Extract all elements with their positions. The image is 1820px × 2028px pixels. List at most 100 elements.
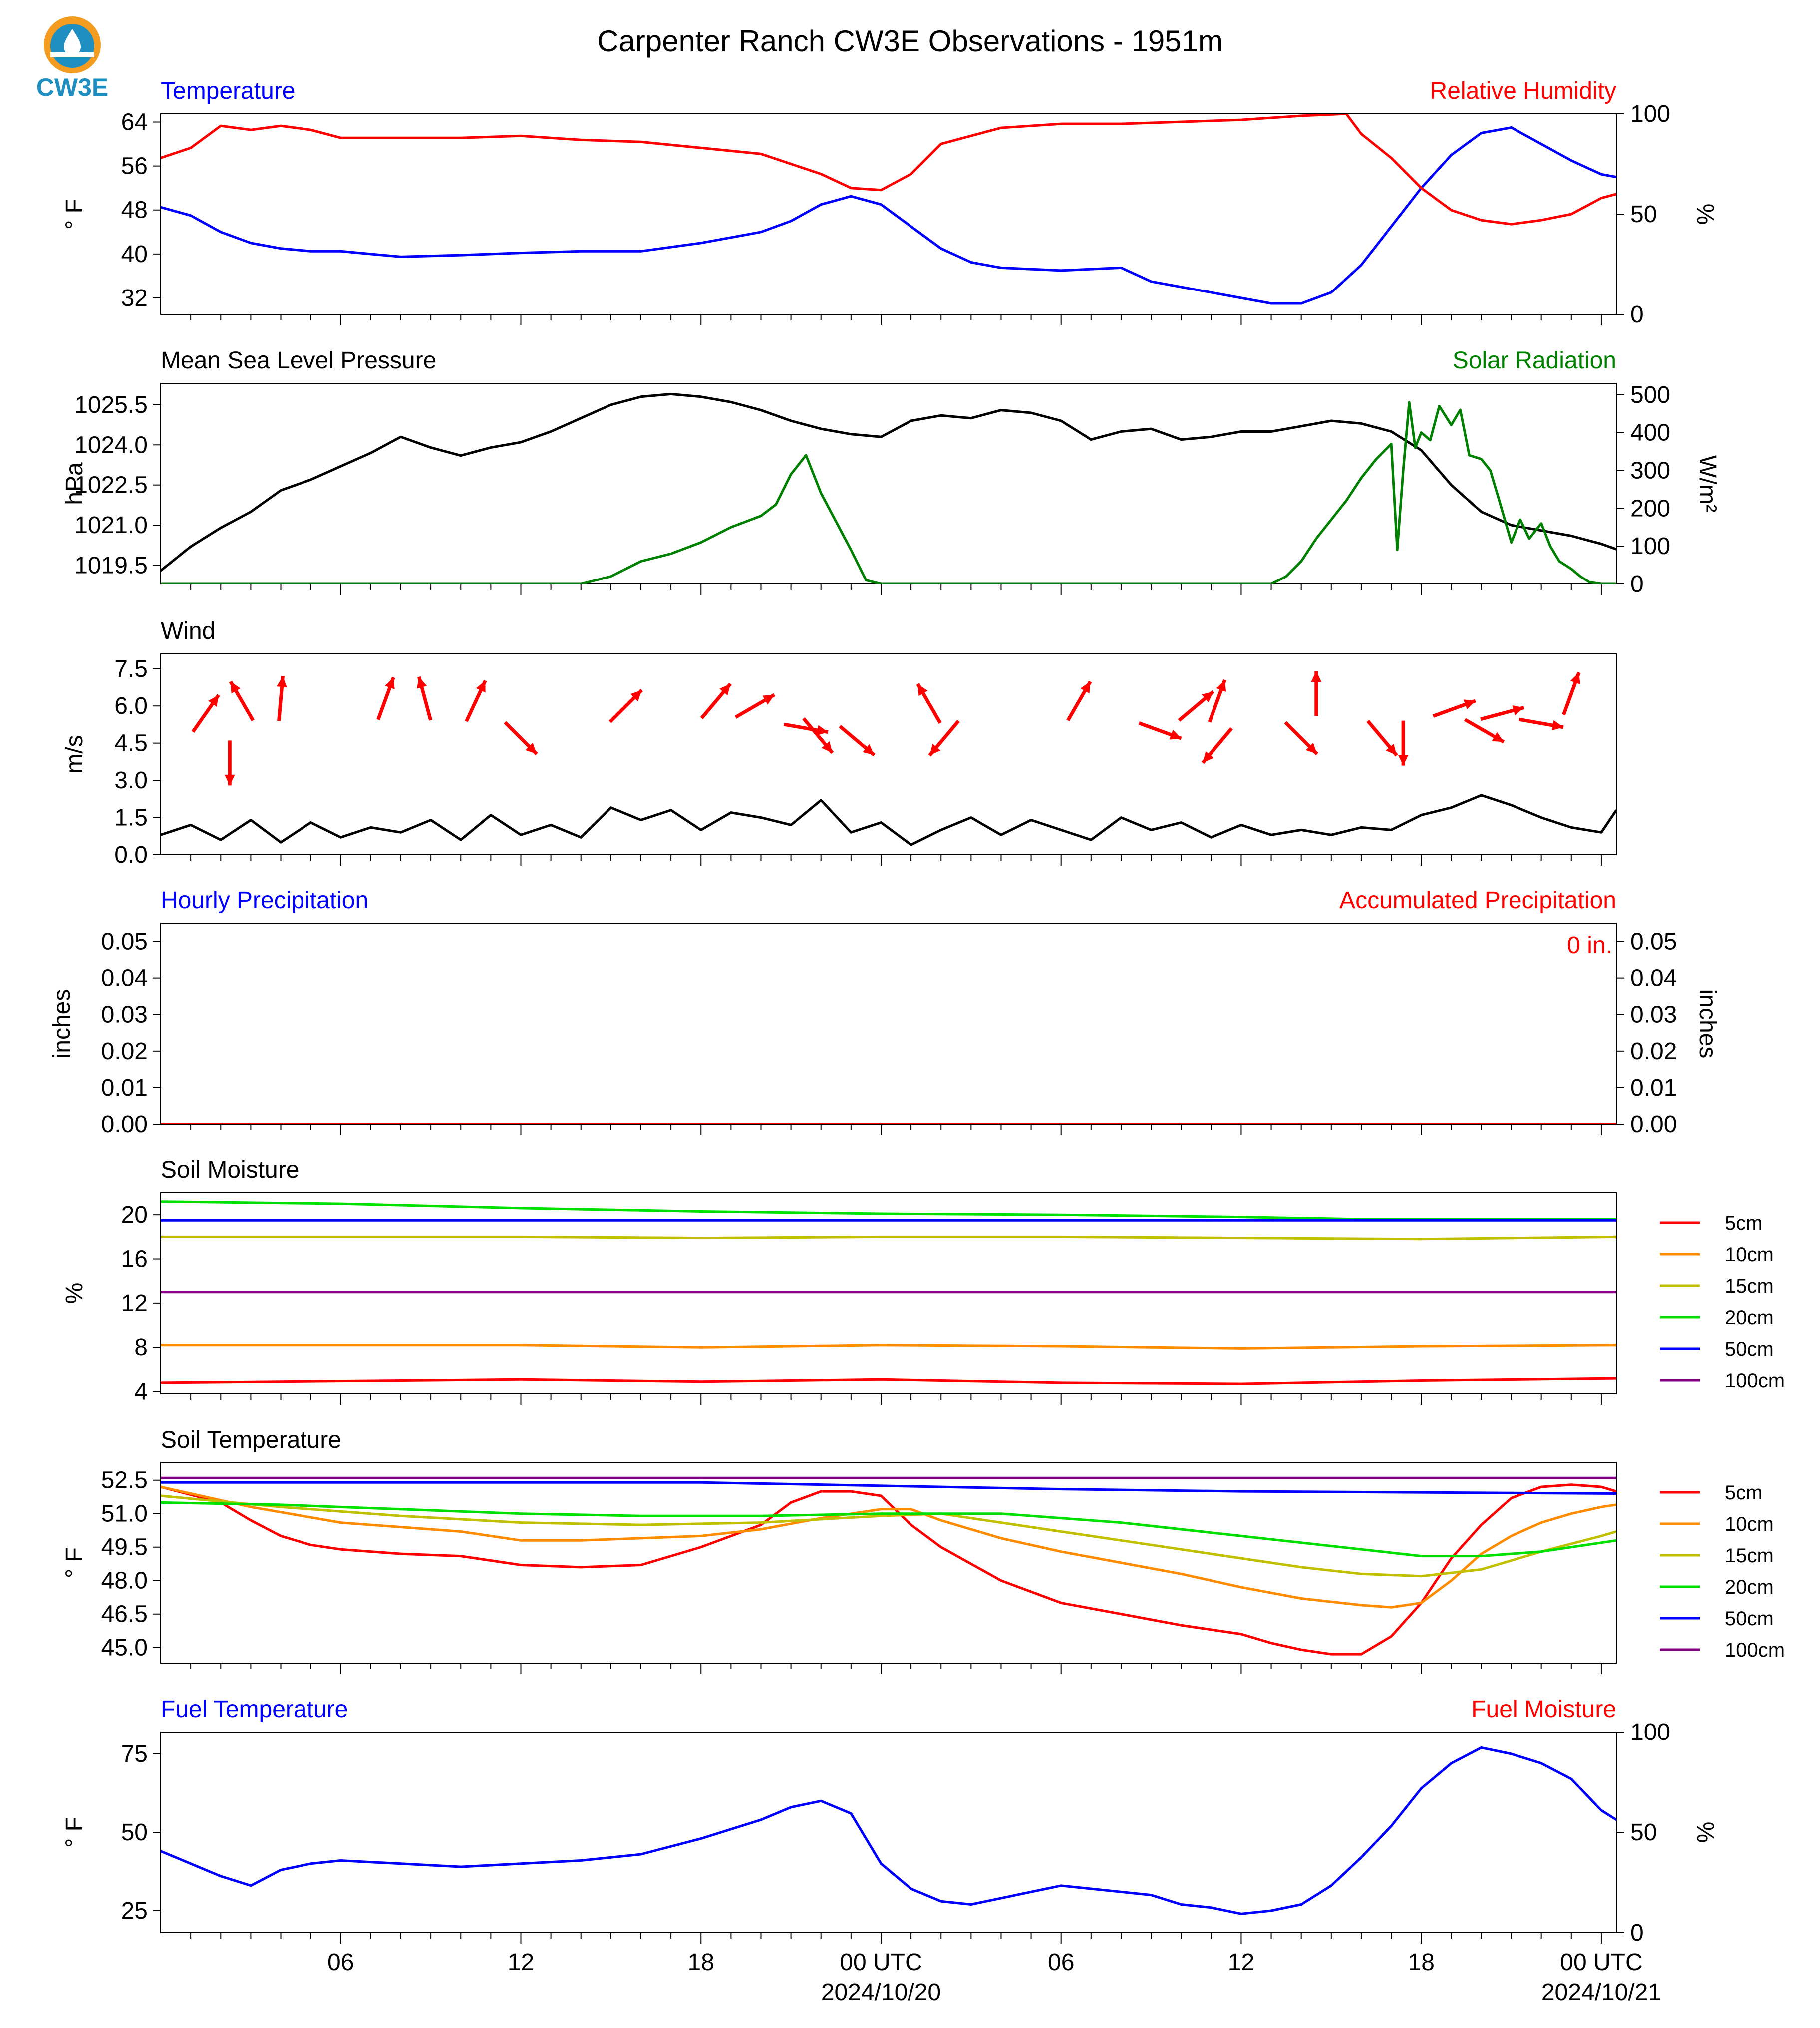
series-line-relative-humidity (161, 114, 1616, 226)
series-line-15cm (161, 1494, 1616, 1578)
ytick-label-left: 1022.5 (74, 472, 148, 499)
legend-item: 20cm (1660, 1576, 1774, 1598)
ytick-label-left: 12 (121, 1290, 148, 1317)
cw3e-logo: CW3E (36, 16, 108, 101)
panel-frame (160, 923, 1617, 1125)
wind-arrow (1366, 720, 1398, 757)
xtick-label: 18 (688, 1949, 714, 1976)
legend-label: 10cm (1725, 1513, 1774, 1535)
ytick-label-right: 100 (1630, 1719, 1670, 1745)
ytick-label-right: 500 (1630, 382, 1670, 408)
ylabel-right: % (1692, 1822, 1718, 1843)
legend-item: 5cm (1660, 1482, 1763, 1504)
wind-arrow (1464, 718, 1505, 744)
ytick-label-right: 0 (1630, 1920, 1644, 1946)
panel-title-right: Accumulated Precipitation (1339, 887, 1616, 914)
series-line-wind (161, 794, 1616, 846)
x-axis-labels: 06 12 18 00 UTC 2024/10/20 06 12 18 00 UTC 2024/1… (327, 1949, 1661, 2006)
ytick-label-left: 1021.0 (74, 512, 148, 539)
panel-title-right: Relative Humidity (1430, 78, 1616, 104)
legend-item: 50cm (1660, 1608, 1774, 1630)
xtick-label: 12 (508, 1949, 534, 1976)
legend-label: 100cm (1725, 1639, 1785, 1661)
ytick-label-left: 4 (134, 1379, 148, 1405)
wind-arrow (1201, 727, 1233, 764)
xtick-date-label: 2024/10/21 (1541, 1979, 1661, 2006)
panel-fuel-temperature: Fuel Temperature Fuel Moisture 25 50 75 ° F 0 5… (61, 1696, 1718, 1946)
series-line-temperature (161, 126, 1616, 305)
ytick-label-left: 0.04 (101, 965, 148, 992)
legend-item: 5cm (1660, 1212, 1763, 1234)
ytick-label-left: 46.5 (101, 1601, 148, 1628)
panel-title-left: Soil Temperature (161, 1427, 341, 1453)
ytick-label-left: 51.0 (101, 1501, 148, 1527)
wind-arrow (839, 725, 876, 757)
series-line-20cm (161, 1200, 1616, 1221)
series-group (161, 392, 1616, 584)
ylabel-left: inches (49, 989, 75, 1059)
ylabel-right: W/m² (1694, 455, 1721, 513)
series-line-5cm (161, 1483, 1616, 1656)
legend-label: 5cm (1725, 1212, 1763, 1234)
wind-arrow (1066, 680, 1092, 722)
series-line-5cm (161, 1377, 1616, 1385)
panel-frame (160, 653, 1617, 855)
wind-arrow (1208, 679, 1227, 723)
xtick-date-label: 2024/10/20 (821, 1979, 941, 2006)
legend-label: 50cm (1725, 1608, 1774, 1630)
xtick-label: 06 (1048, 1949, 1074, 1976)
ytick-label-left: 0.00 (101, 1111, 148, 1138)
ytick-label-right: 300 (1630, 457, 1670, 484)
panel-soil-moisture: Soil Moisture 4 8 12 16 20% 5cm 10cm 15cm 20cm 50c… (61, 1157, 1785, 1405)
ytick-label-right: 0 (1630, 301, 1644, 328)
series-line-15cm (161, 1235, 1616, 1241)
panel-title-right: Fuel Moisture (1471, 1696, 1616, 1723)
ytick-label-right: 100 (1630, 101, 1670, 127)
xtick-label: 00 UTC (840, 1949, 922, 1976)
panel-title-left: Wind (161, 618, 215, 644)
legend-item: 15cm (1660, 1545, 1774, 1567)
ytick-label-right: 400 (1630, 420, 1670, 446)
ytick-label-left: 1025.5 (74, 392, 148, 418)
panel-temperature: Temperature Relative Humidity 32 40 48 56 64 ° … (61, 78, 1718, 328)
ytick-label-left: 52.5 (101, 1467, 148, 1494)
wind-arrow (1284, 721, 1318, 756)
ytick-label-left: 25 (121, 1898, 148, 1924)
ylabel-left: ° F (61, 1547, 88, 1578)
ytick-label-left: 8 (134, 1334, 148, 1361)
ylabel-right: % (1692, 204, 1718, 225)
ytick-label-left: 40 (121, 241, 148, 268)
wind-arrow (1432, 699, 1476, 718)
wind-arrow (1311, 671, 1322, 716)
panel-mean-sea-level-pressure: Mean Sea Level Pressure Solar Radiation 10… (61, 347, 1721, 597)
ytick-label-left: 48.0 (101, 1568, 148, 1594)
ytick-label-left: 16 (121, 1246, 148, 1273)
ytick-label-left: 49.5 (101, 1534, 148, 1561)
panel-title-left: Fuel Temperature (161, 1696, 348, 1723)
ytick-label-left: 1019.5 (74, 552, 148, 579)
wind-arrow (1518, 717, 1564, 731)
panel-title-left: Temperature (161, 78, 295, 104)
wind-arrow (928, 720, 960, 757)
legend-label: 15cm (1725, 1275, 1774, 1297)
series-group (161, 1746, 1616, 1915)
panel-title-right: Solar Radiation (1453, 347, 1616, 374)
ytick-label-left: 7.5 (114, 656, 148, 682)
panel-wind: Wind 0.0 1.5 3.0 4.5 6.0 7.5 m/s (61, 618, 1617, 868)
series-line-10cm (161, 1485, 1616, 1609)
ytick-label-left: 64 (121, 109, 148, 136)
wind-arrow (608, 688, 643, 723)
accumulated-precip-annotation: 0 in. (1567, 932, 1612, 959)
xtick-label: 00 UTC (1560, 1949, 1642, 1976)
panel-frame (160, 1732, 1617, 1933)
ytick-label-left: 0.01 (101, 1075, 148, 1101)
panel-title-left: Mean Sea Level Pressure (161, 347, 436, 374)
legend: 5cm 10cm 15cm 20cm 50cm 100cm (1660, 1482, 1785, 1661)
wind-arrow (191, 694, 220, 733)
legend-label: 50cm (1725, 1338, 1774, 1360)
ytick-label-left: 56 (121, 153, 148, 180)
legend-item: 20cm (1660, 1307, 1774, 1329)
ytick-label-left: 6.0 (114, 693, 148, 719)
ylabel-left: ° F (61, 1817, 88, 1848)
